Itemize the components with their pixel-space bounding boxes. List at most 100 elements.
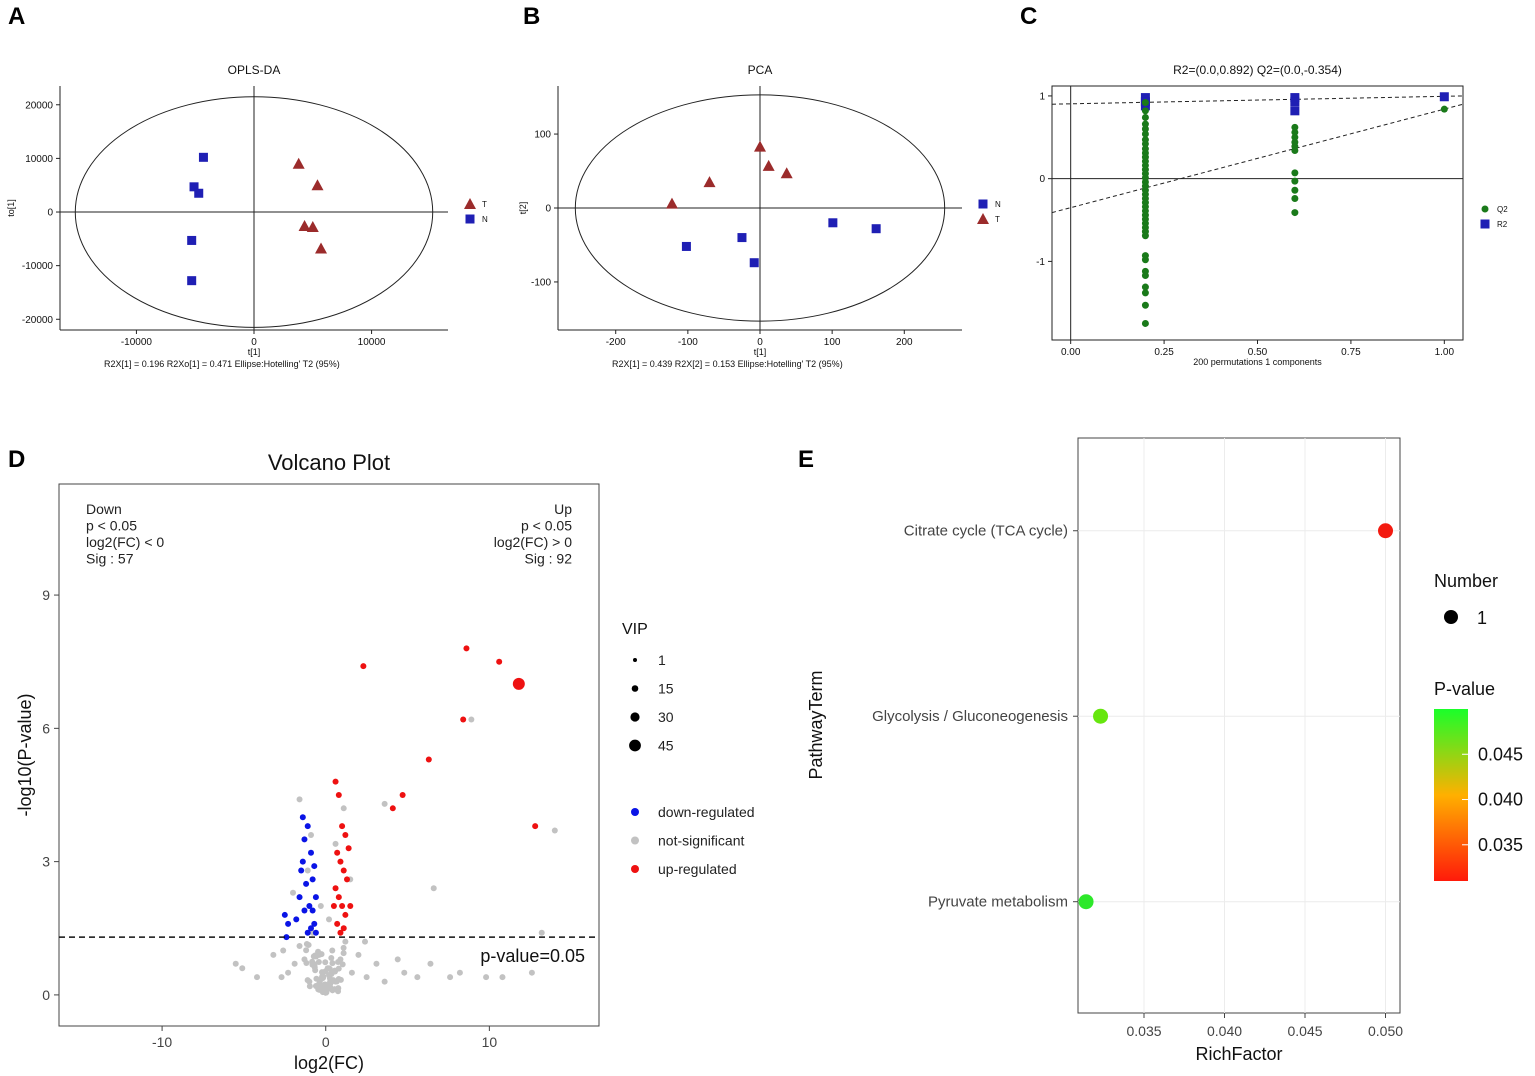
panel-d-point-not-significant: [394, 956, 401, 963]
panel-d-point-not-significant: [340, 950, 347, 957]
panel-d-point-highlight: [512, 677, 525, 690]
panel-b-hotelling-ellipse: [574, 94, 946, 322]
panel-c-x-tick-label: 0.00: [1061, 347, 1081, 358]
panel-a-hotelling-ellipse: [74, 96, 434, 328]
panel-d-point-down-regulated: [311, 920, 318, 927]
panel-d-point-down-regulated: [285, 920, 292, 927]
panel-e-y-label: PathwayTerm: [806, 670, 826, 779]
panel-d-point-not-significant: [254, 974, 260, 981]
panel-d-down-annotation: log2(FC) < 0: [86, 534, 164, 550]
panel-d-vip-legend-dot: [630, 712, 640, 722]
panel-d-y-tick-label: 0: [42, 987, 50, 1003]
panel-c-x-tick-label: 1.00: [1435, 347, 1455, 358]
panel-e-y-tick-label: Glycolysis / Gluconeogenesis: [872, 708, 1068, 725]
panel-a-point-t: [315, 242, 328, 254]
panel-a-point-t: [306, 221, 319, 233]
panel-c-x-label: 200 permutations 1 components: [1193, 357, 1322, 367]
panel-d-vip-legend-title: VIP: [622, 621, 648, 638]
panel-c-point-q2: [1291, 186, 1299, 194]
panel-e-y-tick-label: Pyruvate metabolism: [928, 894, 1068, 911]
panel-c-point-q2: [1291, 123, 1299, 131]
panel-d-up-annotation: log2(FC) > 0: [494, 534, 572, 550]
panel-d-point-down-regulated: [312, 894, 319, 901]
panel-d-point-not-significant: [232, 960, 239, 967]
panel-d-point-down-regulated: [299, 814, 306, 821]
panel-d-point-not-significant: [285, 969, 292, 976]
panel-d-point-up-regulated: [347, 903, 354, 910]
panel-c-y-tick-label: 0: [1039, 174, 1045, 185]
panel-d-point-not-significant: [239, 965, 246, 972]
panel-d-point-up-regulated: [496, 658, 503, 665]
panel-a-y-tick-label: 20000: [25, 100, 53, 111]
panel-d-point-not-significant: [331, 986, 338, 993]
panel-a-y-tick-label: -20000: [22, 315, 54, 326]
panel-d-point-not-significant: [296, 943, 303, 950]
panel-b-y-tick-label: -100: [531, 277, 551, 288]
panel-d-point-not-significant: [381, 800, 388, 807]
panel-e-size-legend-dot: [1444, 610, 1458, 624]
panel-label-b: B: [523, 3, 540, 30]
panel-d-x-tick-label: 10: [482, 1034, 498, 1050]
panel-b-x-tick-label: 200: [896, 337, 913, 348]
panel-d-point-down-regulated: [293, 916, 300, 923]
panel-d-point-down-regulated: [309, 876, 316, 883]
panel-d-point-not-significant: [362, 938, 368, 945]
panel-d-point-up-regulated: [332, 778, 339, 785]
panel-c-point-q2: [1141, 256, 1149, 264]
panel-b-point-t: [665, 197, 678, 209]
panel-a-legend-marker-t: [464, 198, 476, 209]
panel-d-point-up-regulated: [340, 925, 347, 932]
panel-e-point: [1078, 894, 1094, 910]
panel-d-point-not-significant: [280, 947, 287, 954]
panel-d-point-not-significant: [414, 974, 421, 981]
panel-d-point-not-significant: [538, 929, 545, 936]
panel-d-vip-legend-label: 45: [658, 738, 674, 754]
panel-d-point-not-significant: [303, 940, 310, 947]
panel-e-y-tick-label: Citrate cycle (TCA cycle): [904, 523, 1068, 540]
panel-b-legend-marker-n: [978, 199, 988, 209]
panel-e-size-legend-title: Number: [1434, 571, 1498, 591]
panel-e-color-legend-title: P-value: [1434, 679, 1495, 699]
panel-d-point-up-regulated: [463, 645, 470, 652]
panel-d-point-not-significant: [551, 827, 558, 834]
panel-d-down-annotation: Down: [86, 501, 122, 517]
panel-a-legend-marker-n: [465, 214, 475, 224]
panel-d-point-not-significant: [331, 967, 338, 974]
panel-a-point-n: [189, 182, 199, 192]
panel-d-down-annotation: Sig : 57: [86, 551, 134, 567]
panel-b-point-t: [780, 167, 793, 179]
panel-c-point-q2: [1291, 133, 1299, 141]
panel-e-color-bar: [1434, 709, 1468, 881]
panel-d-point-down-regulated: [283, 934, 290, 941]
panel-d-point-not-significant: [328, 954, 335, 961]
panel-d-threshold-label: p-value=0.05: [480, 946, 585, 966]
panel-d-point-up-regulated: [399, 791, 406, 798]
panel-d-point-not-significant: [326, 965, 332, 972]
panel-d-point-not-significant: [301, 956, 308, 963]
panel-d-point-not-significant: [342, 938, 349, 945]
panel-d-point-up-regulated: [460, 716, 467, 723]
panel-e-size-legend-label: 1: [1477, 608, 1487, 628]
panel-a-x-label: t[1]: [248, 347, 261, 357]
panel-b-legend-label: T: [995, 215, 1000, 224]
panel-d-point-up-regulated: [334, 920, 341, 927]
panel-c-legend-label: R2: [1497, 220, 1508, 229]
panel-d-point-down-regulated: [281, 911, 288, 918]
panel-c-x-tick-label: 0.75: [1341, 347, 1361, 358]
panel-a-point-n: [187, 235, 197, 245]
panel-d-point-not-significant: [332, 840, 339, 847]
panel-d-y-tick-label: 3: [42, 854, 50, 870]
panel-d-point-up-regulated: [337, 929, 344, 936]
panel-d-point-down-regulated: [306, 903, 313, 910]
panel-e-color-tick-label: 0.045: [1478, 744, 1523, 764]
panel-d-point-not-significant: [291, 960, 298, 967]
panel-c-point-q2: [1141, 283, 1149, 291]
panel-a-legend-label: N: [482, 215, 488, 224]
panel-d-point-not-significant: [312, 983, 319, 990]
panel-c-point-q2: [1141, 99, 1149, 107]
panel-d-point-not-significant: [308, 831, 314, 838]
panel-d-point-up-regulated: [335, 791, 342, 798]
panel-d-point-up-regulated: [344, 876, 350, 883]
panel-c-point-q2: [1141, 301, 1149, 309]
panel-a-x-tick-label: 0: [251, 337, 257, 348]
